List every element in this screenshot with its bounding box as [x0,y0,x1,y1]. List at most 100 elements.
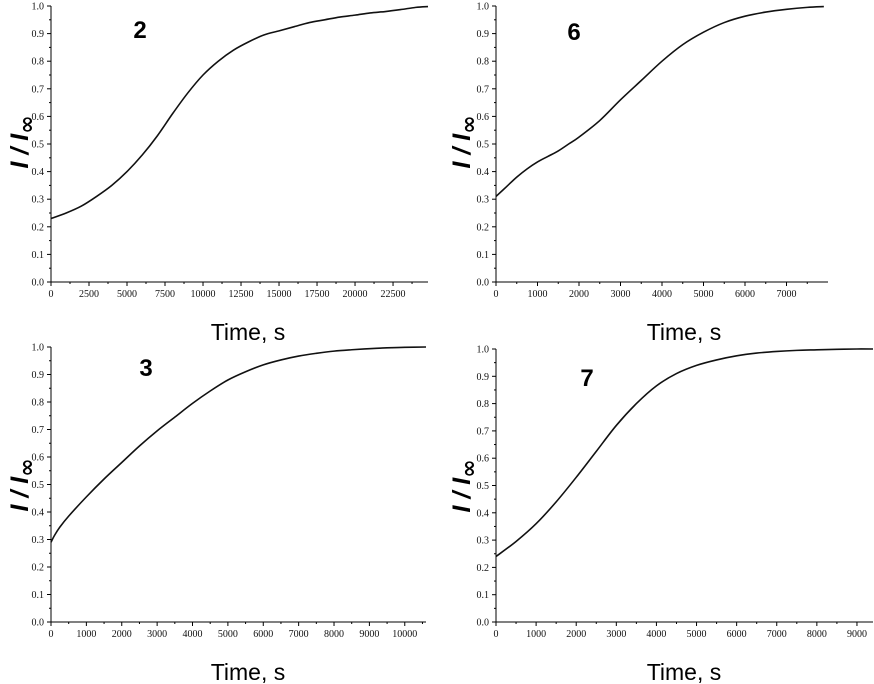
y-tick-label: 0.5 [477,140,490,151]
x-tick-label: 7000 [289,629,309,640]
y-tick-label: 0.1 [477,250,490,261]
x-tick-label: 7500 [155,289,175,300]
y-tick-label: 0.1 [32,250,45,261]
x-tick-label: 2000 [569,289,589,300]
series-line [50,5,429,220]
y-tick-label: 0.5 [477,481,490,492]
y-axis-title-subscript: ∞ [457,115,482,133]
x-axis-title: Time, s [647,659,722,684]
y-tick-label: 0.4 [477,167,490,178]
y-tick-label: 0.8 [32,57,45,68]
y-axis-title: I / I∞ [6,115,40,168]
x-tick-label: 1000 [528,289,548,300]
y-tick-label: 0.9 [477,29,490,40]
y-axis-title-subscript: ∞ [457,459,482,477]
x-axis-title: Time, s [647,319,722,345]
y-tick-label: 0.6 [32,112,45,123]
y-tick-label: 0.2 [32,222,45,233]
y-tick-label: 0.9 [477,372,490,383]
x-tick-label: 8000 [807,629,827,640]
series-line [50,346,427,543]
y-tick-label: 0.9 [32,29,45,40]
x-tick-label: 5000 [117,289,137,300]
y-tick-label: 0.8 [477,399,490,410]
y-tick-label: 1.0 [32,343,45,354]
x-tick-label: 7000 [777,289,797,300]
y-tick-label: 0.9 [32,370,45,381]
x-tick-label: 3000 [606,629,626,640]
y-tick-label: 0.8 [32,398,45,409]
x-tick-label: 0 [49,289,54,300]
x-tick-label: 10000 [191,289,216,300]
x-tick-label: 6000 [253,629,273,640]
x-axis-title: Time, s [211,319,286,345]
y-tick-label: 0.6 [477,112,490,123]
y-tick-label: 0.2 [32,563,45,574]
y-tick-label: 0.4 [32,167,45,178]
x-tick-label: 6000 [735,289,755,300]
y-tick-label: 0.7 [32,425,45,436]
x-tick-label: 15000 [267,289,292,300]
y-axis-title-main: I / I [448,133,476,169]
chart-panel-4: 0.0 0.1 0.2 0.3 0.4 0.5 0.6 0.7 0.8 0.9 1.0 0 1000 20… [448,345,874,684]
x-tick-label: 0 [494,629,499,640]
x-tick-label: 4000 [183,629,203,640]
y-axis-title-main: I / I [448,477,476,513]
panel-label: 3 [139,355,152,382]
x-tick-label: 12500 [229,289,254,300]
y-tick-label: 1.0 [477,2,490,13]
panel-label: 7 [580,365,593,392]
x-tick-label: 5000 [687,629,707,640]
chart-panel-2: 0.0 0.1 0.2 0.3 0.4 0.5 0.6 0.7 0.8 0.9 1.0 0 1000 20… [448,2,828,345]
x-tick-label: 8000 [324,629,344,640]
y-axis-title-subscript: ∞ [15,115,40,133]
y-tick-label: 0.0 [32,618,45,629]
x-axis-title: Time, s [211,659,286,684]
y-tick-label: 0.1 [32,590,45,601]
y-tick-label: 0.3 [477,195,490,206]
y-axis-title: I / I∞ [448,115,482,168]
y-tick-label: 0.0 [477,278,490,289]
x-tick-label: 6000 [727,629,747,640]
x-tick-label: 7000 [767,629,787,640]
y-tick-label: 0.1 [477,590,490,601]
x-tick-label: 3000 [611,289,631,300]
y-tick-label: 0.5 [32,140,45,151]
x-tick-label: 1000 [526,629,546,640]
x-tick-label: 10000 [392,629,417,640]
series-line [495,5,824,198]
x-tick-label: 5000 [218,629,238,640]
x-tick-label: 0 [49,629,54,640]
y-tick-label: 0.5 [32,480,45,491]
y-axis-title-subscript: ∞ [15,458,40,476]
y-tick-label: 0.8 [477,57,490,68]
x-tick-label: 4000 [652,289,672,300]
y-tick-label: 0.4 [477,508,490,519]
y-tick-label: 0.0 [477,618,490,629]
x-tick-label: 9000 [359,629,379,640]
x-tick-label: 9000 [847,629,867,640]
y-axis-title-main: I / I [6,476,34,512]
x-tick-label: 5000 [694,289,714,300]
x-tick-label: 2000 [112,629,132,640]
y-tick-label: 0.2 [477,563,490,574]
y-tick-label: 0.3 [32,535,45,546]
y-tick-label: 0.7 [32,84,45,95]
y-tick-label: 1.0 [477,345,490,356]
y-tick-label: 0.4 [32,508,45,519]
y-axis-title: I / I∞ [448,459,482,512]
y-tick-label: 0.6 [32,453,45,464]
x-tick-label: 3000 [147,629,167,640]
panel-label: 2 [133,17,146,44]
x-tick-label: 22500 [381,289,406,300]
x-tick-label: 2000 [566,629,586,640]
y-tick-label: 0.7 [477,426,490,437]
x-tick-label: 20000 [343,289,368,300]
x-tick-label: 1000 [76,629,96,640]
x-tick-label: 2500 [79,289,99,300]
y-tick-label: 0.7 [477,84,490,95]
x-tick-label: 17500 [305,289,330,300]
y-axis-title-main: I / I [6,133,34,169]
y-tick-label: 0.3 [32,195,45,206]
